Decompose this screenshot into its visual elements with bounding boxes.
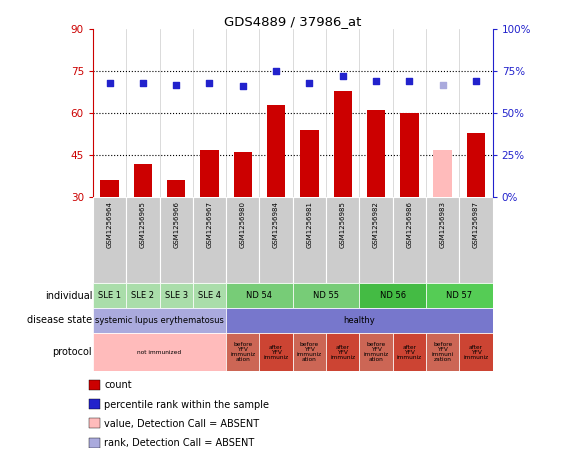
Bar xyxy=(100,180,119,197)
Bar xyxy=(333,91,352,197)
Bar xyxy=(293,333,326,371)
Bar xyxy=(434,149,452,197)
Bar xyxy=(226,333,260,371)
Text: not immunized: not immunized xyxy=(137,350,182,355)
Bar xyxy=(90,438,100,448)
Bar xyxy=(300,130,319,197)
Bar xyxy=(459,333,493,371)
Bar xyxy=(93,333,226,371)
Text: SLE 3: SLE 3 xyxy=(164,291,187,300)
Bar xyxy=(426,197,459,283)
Text: value, Detection Call = ABSENT: value, Detection Call = ABSENT xyxy=(104,419,260,429)
Bar xyxy=(133,164,152,197)
Text: ND 55: ND 55 xyxy=(313,291,339,300)
Point xyxy=(405,78,414,85)
Bar xyxy=(234,152,252,197)
Bar xyxy=(93,197,126,283)
Bar xyxy=(260,197,293,283)
Point xyxy=(471,78,480,85)
Bar xyxy=(459,197,493,283)
Bar xyxy=(193,283,226,308)
Text: GSM1256980: GSM1256980 xyxy=(240,202,246,248)
Bar xyxy=(393,333,426,371)
Text: GSM1256964: GSM1256964 xyxy=(106,202,113,248)
Text: GSM1256983: GSM1256983 xyxy=(440,202,446,248)
Bar xyxy=(159,283,193,308)
Bar xyxy=(367,111,385,197)
Bar xyxy=(293,197,326,283)
Text: individual: individual xyxy=(44,290,92,301)
Point xyxy=(172,81,181,88)
Text: count: count xyxy=(104,381,132,390)
Bar xyxy=(393,197,426,283)
Bar xyxy=(226,283,293,308)
Text: SLE 4: SLE 4 xyxy=(198,291,221,300)
Text: before
YFV
immuni
zation: before YFV immuni zation xyxy=(432,342,454,362)
Bar xyxy=(260,333,293,371)
Text: GSM1256967: GSM1256967 xyxy=(207,202,212,248)
Bar xyxy=(467,133,485,197)
Bar xyxy=(167,180,185,197)
Point xyxy=(338,73,347,80)
Text: GSM1256986: GSM1256986 xyxy=(406,202,412,248)
Bar xyxy=(267,105,285,197)
Bar xyxy=(193,197,226,283)
Point xyxy=(305,79,314,87)
Bar xyxy=(159,197,193,283)
Text: GSM1256987: GSM1256987 xyxy=(473,202,479,248)
Bar xyxy=(226,197,260,283)
Bar xyxy=(93,283,126,308)
Bar xyxy=(126,283,159,308)
Text: GSM1256985: GSM1256985 xyxy=(339,202,346,248)
Text: after
YFV
immuniz: after YFV immuniz xyxy=(397,345,422,360)
Bar xyxy=(126,197,159,283)
Text: protocol: protocol xyxy=(52,347,92,357)
Text: disease state: disease state xyxy=(27,315,92,326)
Bar xyxy=(359,283,426,308)
Text: GSM1256965: GSM1256965 xyxy=(140,202,146,248)
Bar xyxy=(326,333,359,371)
Text: rank, Detection Call = ABSENT: rank, Detection Call = ABSENT xyxy=(104,438,254,448)
Point xyxy=(238,83,247,90)
Text: after
YFV
immuniz: after YFV immuniz xyxy=(463,345,489,360)
Text: before
YFV
immuniz
ation: before YFV immuniz ation xyxy=(297,342,322,362)
Text: before
YFV
immuniz
ation: before YFV immuniz ation xyxy=(363,342,388,362)
Point xyxy=(438,81,447,88)
Point xyxy=(271,68,280,75)
Bar xyxy=(359,333,393,371)
Point xyxy=(105,79,114,87)
Text: systemic lupus erythematosus: systemic lupus erythematosus xyxy=(95,316,224,325)
Bar xyxy=(426,283,493,308)
Text: SLE 2: SLE 2 xyxy=(131,291,154,300)
Bar xyxy=(200,149,218,197)
Text: after
YFV
immuniz: after YFV immuniz xyxy=(330,345,355,360)
Bar xyxy=(226,308,493,333)
Bar xyxy=(293,283,359,308)
Bar xyxy=(90,419,100,429)
Text: healthy: healthy xyxy=(343,316,376,325)
Point xyxy=(138,79,148,87)
Bar xyxy=(93,308,226,333)
Text: before
YFV
immuniz
ation: before YFV immuniz ation xyxy=(230,342,256,362)
Title: GDS4889 / 37986_at: GDS4889 / 37986_at xyxy=(224,15,361,28)
Text: SLE 1: SLE 1 xyxy=(98,291,121,300)
Text: GSM1256982: GSM1256982 xyxy=(373,202,379,248)
Text: ND 57: ND 57 xyxy=(446,291,472,300)
Bar xyxy=(90,399,100,409)
Bar xyxy=(90,380,100,390)
Bar xyxy=(359,197,393,283)
Text: ND 56: ND 56 xyxy=(379,291,406,300)
Bar xyxy=(426,333,459,371)
Text: ND 54: ND 54 xyxy=(247,291,272,300)
Text: GSM1256984: GSM1256984 xyxy=(273,202,279,248)
Point xyxy=(205,79,214,87)
Text: after
YFV
immuniz: after YFV immuniz xyxy=(263,345,289,360)
Bar xyxy=(326,197,359,283)
Text: GSM1256981: GSM1256981 xyxy=(306,202,312,248)
Text: GSM1256966: GSM1256966 xyxy=(173,202,179,248)
Bar xyxy=(400,113,418,197)
Text: percentile rank within the sample: percentile rank within the sample xyxy=(104,400,269,410)
Point xyxy=(372,78,381,85)
